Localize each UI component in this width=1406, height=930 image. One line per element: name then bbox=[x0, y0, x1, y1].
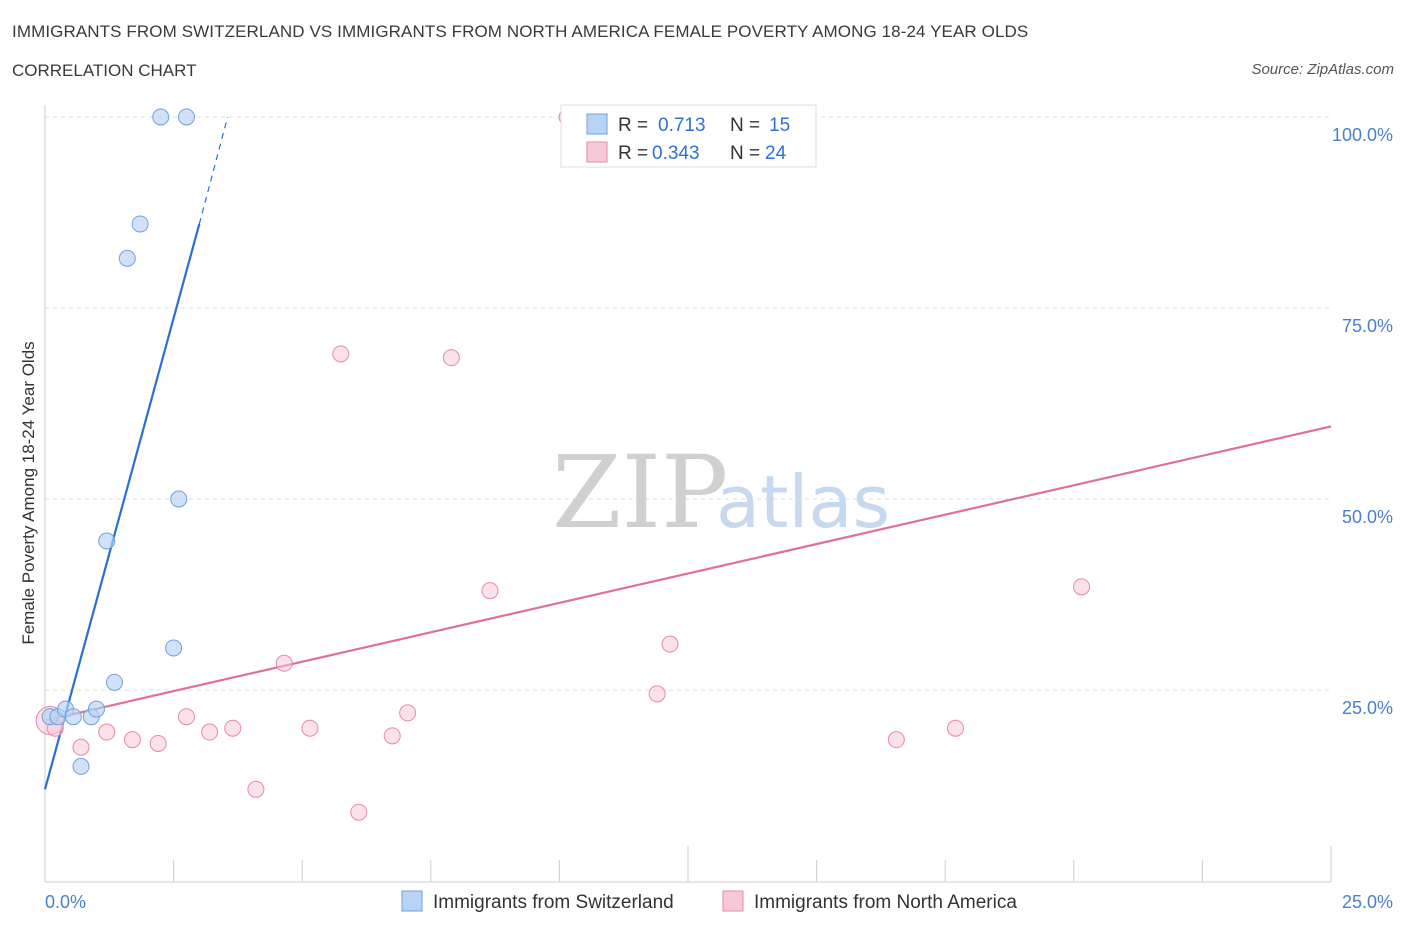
point-north-america-7 bbox=[201, 723, 219, 741]
series-legend-swatch-north-america bbox=[722, 890, 744, 912]
point-north-america-11 bbox=[301, 719, 319, 737]
chart-title: IMMIGRANTS FROM SWITZERLAND VS IMMIGRANT… bbox=[12, 22, 1029, 41]
point-switzerland-14 bbox=[177, 108, 195, 126]
legend-r-value-1: 0.713 bbox=[658, 115, 706, 136]
y-tick-label-100: 100.0% bbox=[1332, 125, 1393, 145]
watermark-zip: ZIP bbox=[552, 434, 728, 551]
series-legend-label-north-america: Immigrants from North America bbox=[754, 892, 1017, 913]
trend-line-switzerland bbox=[43, 223, 201, 790]
point-north-america-9 bbox=[247, 780, 265, 798]
trend-line-north-america bbox=[44, 425, 1332, 722]
legend-n-label-1: N = bbox=[730, 115, 760, 136]
point-switzerland-10 bbox=[131, 215, 149, 233]
data-points bbox=[35, 108, 1091, 821]
point-switzerland-6 bbox=[87, 700, 105, 718]
point-switzerland-13 bbox=[170, 490, 188, 508]
watermark-atlas: atlas bbox=[716, 460, 890, 544]
point-north-america-13 bbox=[350, 803, 368, 821]
watermark: ZIP atlas bbox=[552, 434, 890, 551]
point-switzerland-3 bbox=[64, 708, 82, 726]
legend-n-label-2: N = bbox=[730, 143, 760, 164]
point-north-america-22 bbox=[887, 731, 905, 749]
trend-line-switzerland-extension bbox=[198, 116, 229, 225]
point-north-america-20 bbox=[661, 635, 679, 653]
legend-n-value-2: 24 bbox=[765, 143, 787, 164]
legend-r-value-2: 0.343 bbox=[652, 143, 700, 164]
point-north-america-19 bbox=[648, 685, 666, 703]
point-north-america-3 bbox=[98, 723, 116, 741]
point-switzerland-9 bbox=[118, 249, 136, 267]
legend-n-value-1: 15 bbox=[769, 115, 790, 136]
point-north-america-6 bbox=[177, 708, 195, 726]
point-north-america-23 bbox=[946, 719, 964, 737]
y-tick-label-75: 75.0% bbox=[1342, 316, 1393, 336]
legend-swatch-switzerland bbox=[586, 113, 608, 135]
point-north-america-15 bbox=[399, 704, 417, 722]
point-switzerland-12 bbox=[165, 639, 183, 657]
axes: 25.0% 50.0% 75.0% 100.0% 0.0% 25.0% bbox=[44, 105, 1393, 912]
point-north-america-12 bbox=[332, 345, 350, 363]
y-axis-label: Female Poverty Among 18-24 Year Olds bbox=[19, 341, 38, 644]
grid-lines bbox=[45, 116, 1331, 691]
x-tick-label-25: 25.0% bbox=[1342, 892, 1393, 912]
point-north-america-10 bbox=[275, 654, 293, 672]
stats-legend: R = 0.713 N = 15 R = 0.343 N = 24 bbox=[560, 104, 817, 168]
point-north-america-16 bbox=[442, 349, 460, 367]
y-tick-label-50: 50.0% bbox=[1342, 507, 1393, 527]
point-north-america-17 bbox=[481, 582, 499, 600]
chart-source: Source: ZipAtlas.com bbox=[1251, 61, 1394, 78]
point-north-america-8 bbox=[224, 719, 242, 737]
point-switzerland-11 bbox=[152, 108, 170, 126]
chart-subtitle: CORRELATION CHART bbox=[12, 61, 197, 80]
point-north-america-24 bbox=[1073, 578, 1091, 596]
point-switzerland-7 bbox=[98, 532, 116, 550]
point-north-america-4 bbox=[123, 731, 141, 749]
y-tick-label-25: 25.0% bbox=[1342, 698, 1393, 718]
legend-swatch-north-america bbox=[586, 141, 608, 163]
legend-r-label-1: R = bbox=[618, 115, 648, 136]
series-legend-label-switzerland: Immigrants from Switzerland bbox=[433, 892, 674, 913]
point-north-america-14 bbox=[383, 727, 401, 745]
point-switzerland-4 bbox=[72, 757, 90, 775]
legend-r-label-2: R = bbox=[618, 143, 648, 164]
series-legend: Immigrants from Switzerland Immigrants f… bbox=[401, 890, 1017, 913]
point-switzerland-8 bbox=[105, 673, 123, 691]
point-north-america-5 bbox=[149, 734, 167, 752]
series-legend-swatch-switzerland bbox=[401, 890, 423, 912]
point-north-america-2 bbox=[72, 738, 90, 756]
x-tick-label-0: 0.0% bbox=[45, 892, 86, 912]
trend-lines bbox=[43, 116, 1332, 790]
